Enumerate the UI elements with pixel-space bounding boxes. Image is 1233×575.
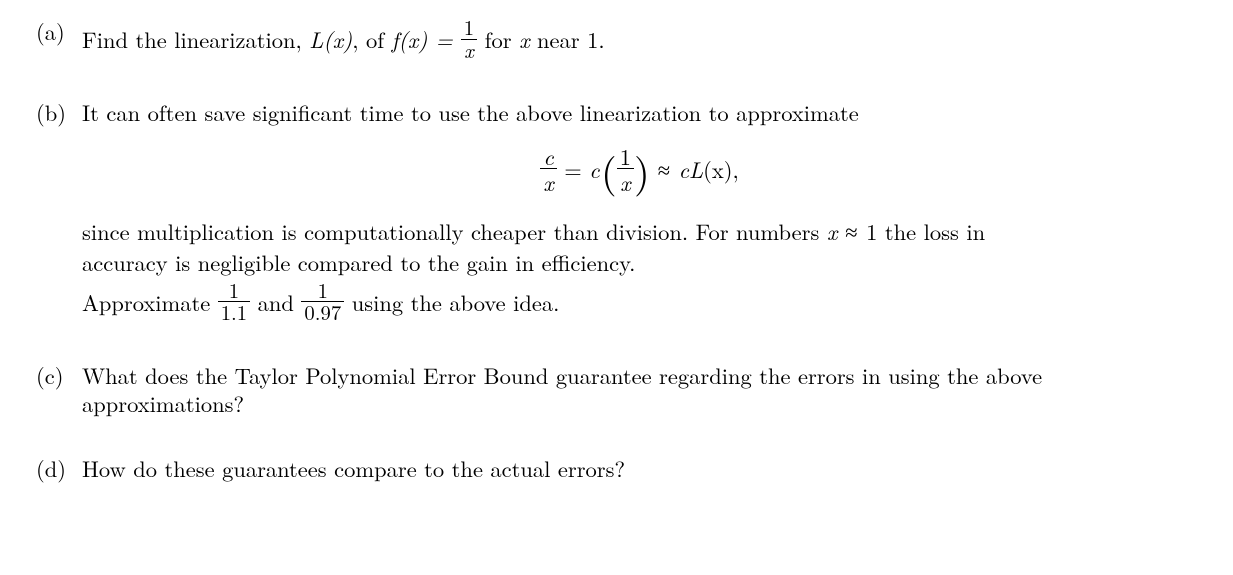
eq-lparen: ( [601,140,617,198]
item-d-body: How do these guarantees compare to the a… [82,455,1197,482]
item-c-body: What does the Taylor Polynomial Error Bo… [82,362,1197,417]
eq-lhs-frac: c x [540,145,556,194]
approx-pre: Approximate [82,286,218,318]
item-b-approx-line: Approximate 11.1 and 10.97 using the abo… [82,281,1197,324]
f2d: 0.97 [301,302,344,324]
item-a-of: , of [352,23,391,55]
item-a: (a) Find the linearization, L(x), of f(x… [36,18,1197,61]
eq-lhs-den: x [540,169,556,194]
p2a: since multiplication is computationally … [82,215,827,247]
item-a-Lx: L(x) [309,23,352,55]
eq-rhs-x: (x), [703,153,739,185]
eq-inner-frac: 1x [617,145,634,194]
p2approx: ≈ [837,215,866,247]
item-a-label: (a) [36,18,65,45]
item-d: (d) How do these guarantees compare to t… [36,455,1197,482]
item-b: (b) It can often save significant time t… [36,99,1197,324]
item-b-display-eq: c x = c (1x) ≈ cL(x), [82,145,1197,194]
item-d-label: (d) [36,455,66,482]
item-c: (c) What does the Taylor Polynomial Erro… [36,362,1197,417]
eq-rparen: ) [634,140,650,198]
f1d: 1.1 [218,302,250,324]
item-a-frac-den: x [461,40,477,62]
item-a-x: x [519,23,529,55]
item-c-label: (c) [36,362,64,389]
eq-rhs-c: c [679,153,689,185]
p2one: 1 the loss in [866,215,985,247]
eq-in-den: x [617,169,634,194]
item-b-label: (b) [36,99,66,126]
item-a-for: for [477,23,519,55]
and: and [250,286,301,318]
approx-post: using the above idea. [344,286,559,318]
item-b-para2-line2: accuracy is negligible compared to the g… [82,249,1197,276]
p2x: x [827,215,837,247]
item-a-fx: f(x) = [392,23,461,55]
item-b-body: It can often save significant time to us… [82,99,1197,324]
item-d-text: How do these guarantees compare to the a… [82,455,1197,482]
item-b-para2-line1: since multiplication is computationally … [82,218,1197,245]
item-c-text: What does the Taylor Polynomial Error Bo… [82,362,1197,417]
eq-eq1: = [557,153,590,185]
eq-approx: ≈ [650,153,679,185]
item-b-para2: since multiplication is computationally … [82,218,1197,324]
frac-1-over-1p1: 11.1 [218,281,250,324]
item-a-frac: 1x [461,18,477,61]
eq-rhs-L: L [689,153,703,185]
item-a-text-1: Find the linearization, [82,23,309,55]
frac-1-over-0p97: 10.97 [301,281,344,324]
item-a-body: Find the linearization, L(x), of f(x) = … [82,18,1197,61]
item-b-lead: It can often save significant time to us… [82,99,1197,126]
item-a-near1: near 1. [530,23,605,55]
eq-c: c [589,153,599,185]
problem-list: (a) Find the linearization, L(x), of f(x… [36,18,1197,482]
